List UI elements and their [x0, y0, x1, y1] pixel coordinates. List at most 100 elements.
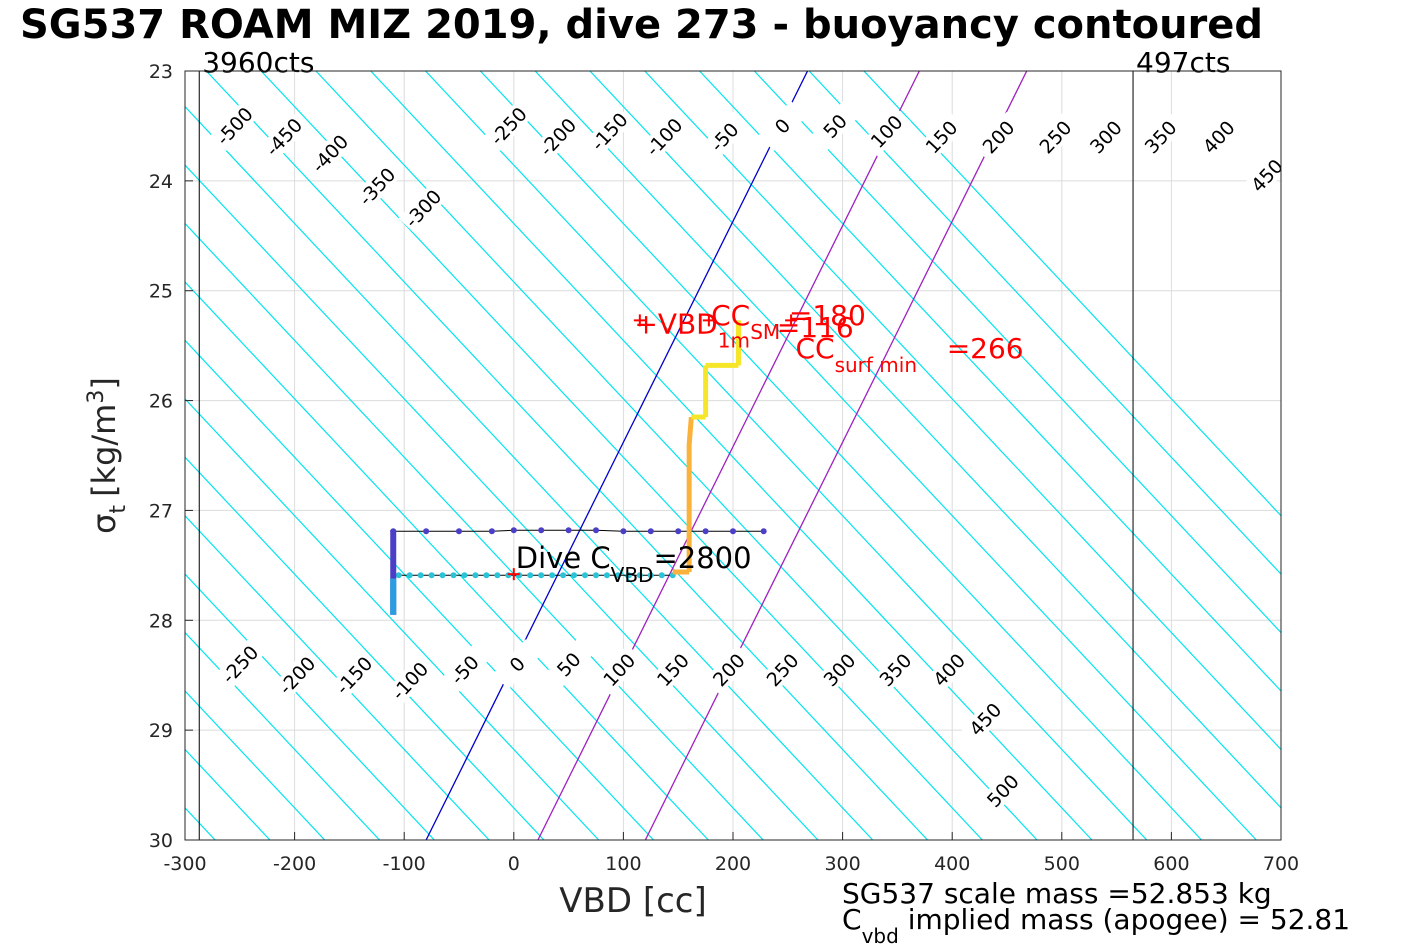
annotation-main: CC — [795, 332, 834, 365]
contour-label-bg — [1135, 111, 1185, 162]
annotation-text: =116 — [777, 311, 854, 344]
x-tick-label: 600 — [1153, 853, 1189, 875]
contour-label: -100 — [385, 655, 435, 706]
contour-label-bg — [1030, 111, 1080, 162]
ascent-point — [483, 572, 490, 579]
contour-label-bg — [916, 111, 966, 162]
contour-line — [185, 631, 380, 840]
contour-label: 150 — [648, 644, 698, 695]
descent-point — [593, 527, 599, 534]
contour-label: 450 — [960, 694, 1010, 745]
ascent-point — [417, 572, 424, 579]
reference-line-zero — [425, 71, 809, 840]
implied-mass-rest: implied mass (apogee) = 52.81 — [898, 903, 1351, 936]
y-axis-label-sup: 3 — [84, 390, 109, 404]
ascent-point — [406, 572, 413, 579]
contour-label-bg — [757, 100, 807, 151]
contour-label-bg — [699, 111, 749, 162]
contour-label-bg — [398, 183, 448, 234]
ascent-point — [450, 572, 457, 579]
contour-label-bg — [305, 128, 355, 179]
count-limit-label: 497cts — [1136, 46, 1230, 79]
contour-line — [589, 71, 1281, 809]
contour-label: 300 — [1081, 111, 1131, 162]
descent-point — [538, 527, 545, 534]
annotation-text: =266 — [947, 332, 1024, 365]
ascent-point — [625, 572, 632, 579]
contour-line — [863, 71, 1281, 517]
contour-line — [644, 71, 1281, 751]
ascent-point — [494, 572, 501, 579]
buoyancy-contours — [0, 71, 1281, 840]
annotation-sub: surf min — [835, 353, 917, 377]
ascent-point — [571, 572, 578, 579]
contour-label-bg — [973, 111, 1023, 162]
dive-cvbd-label: Dive CVBD=2800 — [516, 541, 752, 587]
contour-label-bg — [924, 644, 974, 695]
ascent-point — [560, 572, 567, 579]
ascent-point — [527, 572, 534, 579]
contour-line — [185, 748, 271, 840]
contour-label: 100 — [594, 644, 644, 695]
x-tick-label: 500 — [1044, 853, 1080, 875]
contour-line — [185, 690, 326, 840]
contour-label: 150 — [916, 111, 966, 162]
dive-cvbd-main: Dive C — [516, 541, 611, 575]
dive-cvbd-value: =2800 — [653, 541, 751, 575]
contour-label-bg — [648, 644, 698, 695]
contour-label: 50 — [544, 639, 594, 690]
y-axis-label-sub: t — [106, 505, 131, 514]
contour-label-bg — [215, 639, 265, 690]
contour-label: -250 — [215, 639, 265, 690]
descent-point — [675, 528, 682, 535]
contour-label-bg — [209, 100, 259, 151]
y-axis-label: σt [kg/m3] — [84, 377, 131, 534]
contour-line — [0, 71, 160, 840]
contour-line — [370, 71, 1093, 840]
contour-label-bg — [704, 644, 754, 695]
y-axis-label-symbol: σ — [85, 514, 123, 534]
ascent-point — [395, 572, 402, 579]
contour-label: -400 — [305, 128, 355, 179]
contour-line — [185, 222, 764, 840]
annotation-main: CC — [711, 299, 750, 332]
contour-label: 400 — [1194, 111, 1243, 162]
contour-label-bg — [1081, 111, 1131, 162]
contour-line — [753, 71, 1281, 634]
marker-cross — [507, 568, 520, 581]
contour-label: 0 — [492, 639, 542, 690]
contour-label-bg — [861, 106, 911, 157]
contour-label-bg — [533, 111, 583, 162]
x-tick-label: 300 — [824, 853, 860, 875]
ascent-point — [603, 572, 610, 579]
x-tick-label: -200 — [273, 853, 316, 875]
contour-line — [185, 514, 490, 840]
contour-label: 350 — [870, 644, 920, 695]
contour-label: -500 — [209, 100, 259, 151]
contour-line — [425, 71, 1148, 840]
contour-label: -100 — [639, 111, 689, 162]
contour-label-bg — [960, 694, 1010, 745]
x-tick-label: 0 — [508, 853, 520, 875]
contour-label: 0 — [757, 100, 807, 151]
descent-point — [456, 528, 462, 535]
annotation-main: =266 — [947, 332, 1024, 365]
contour-line — [479, 71, 1202, 840]
contour-label: 250 — [1030, 111, 1080, 162]
climb-segment — [686, 416, 694, 445]
ascent-point — [538, 572, 545, 579]
descent-point — [702, 528, 709, 535]
chart-title: SG537 ROAM MIZ 2019, dive 273 - buoyancy… — [20, 2, 1264, 48]
contour-label: 200 — [704, 644, 754, 695]
x-tick-label: 200 — [715, 853, 751, 875]
contour-line — [185, 164, 819, 840]
ascent-point — [505, 572, 512, 579]
contour-label: -450 — [259, 111, 309, 162]
ascent-point — [472, 572, 479, 579]
y-tick-label: 24 — [149, 171, 173, 193]
descent-point — [565, 527, 572, 534]
contour-label-bg — [272, 650, 322, 701]
ascent-point — [647, 572, 654, 579]
x-axis-label: VBD [cc] — [559, 881, 707, 921]
